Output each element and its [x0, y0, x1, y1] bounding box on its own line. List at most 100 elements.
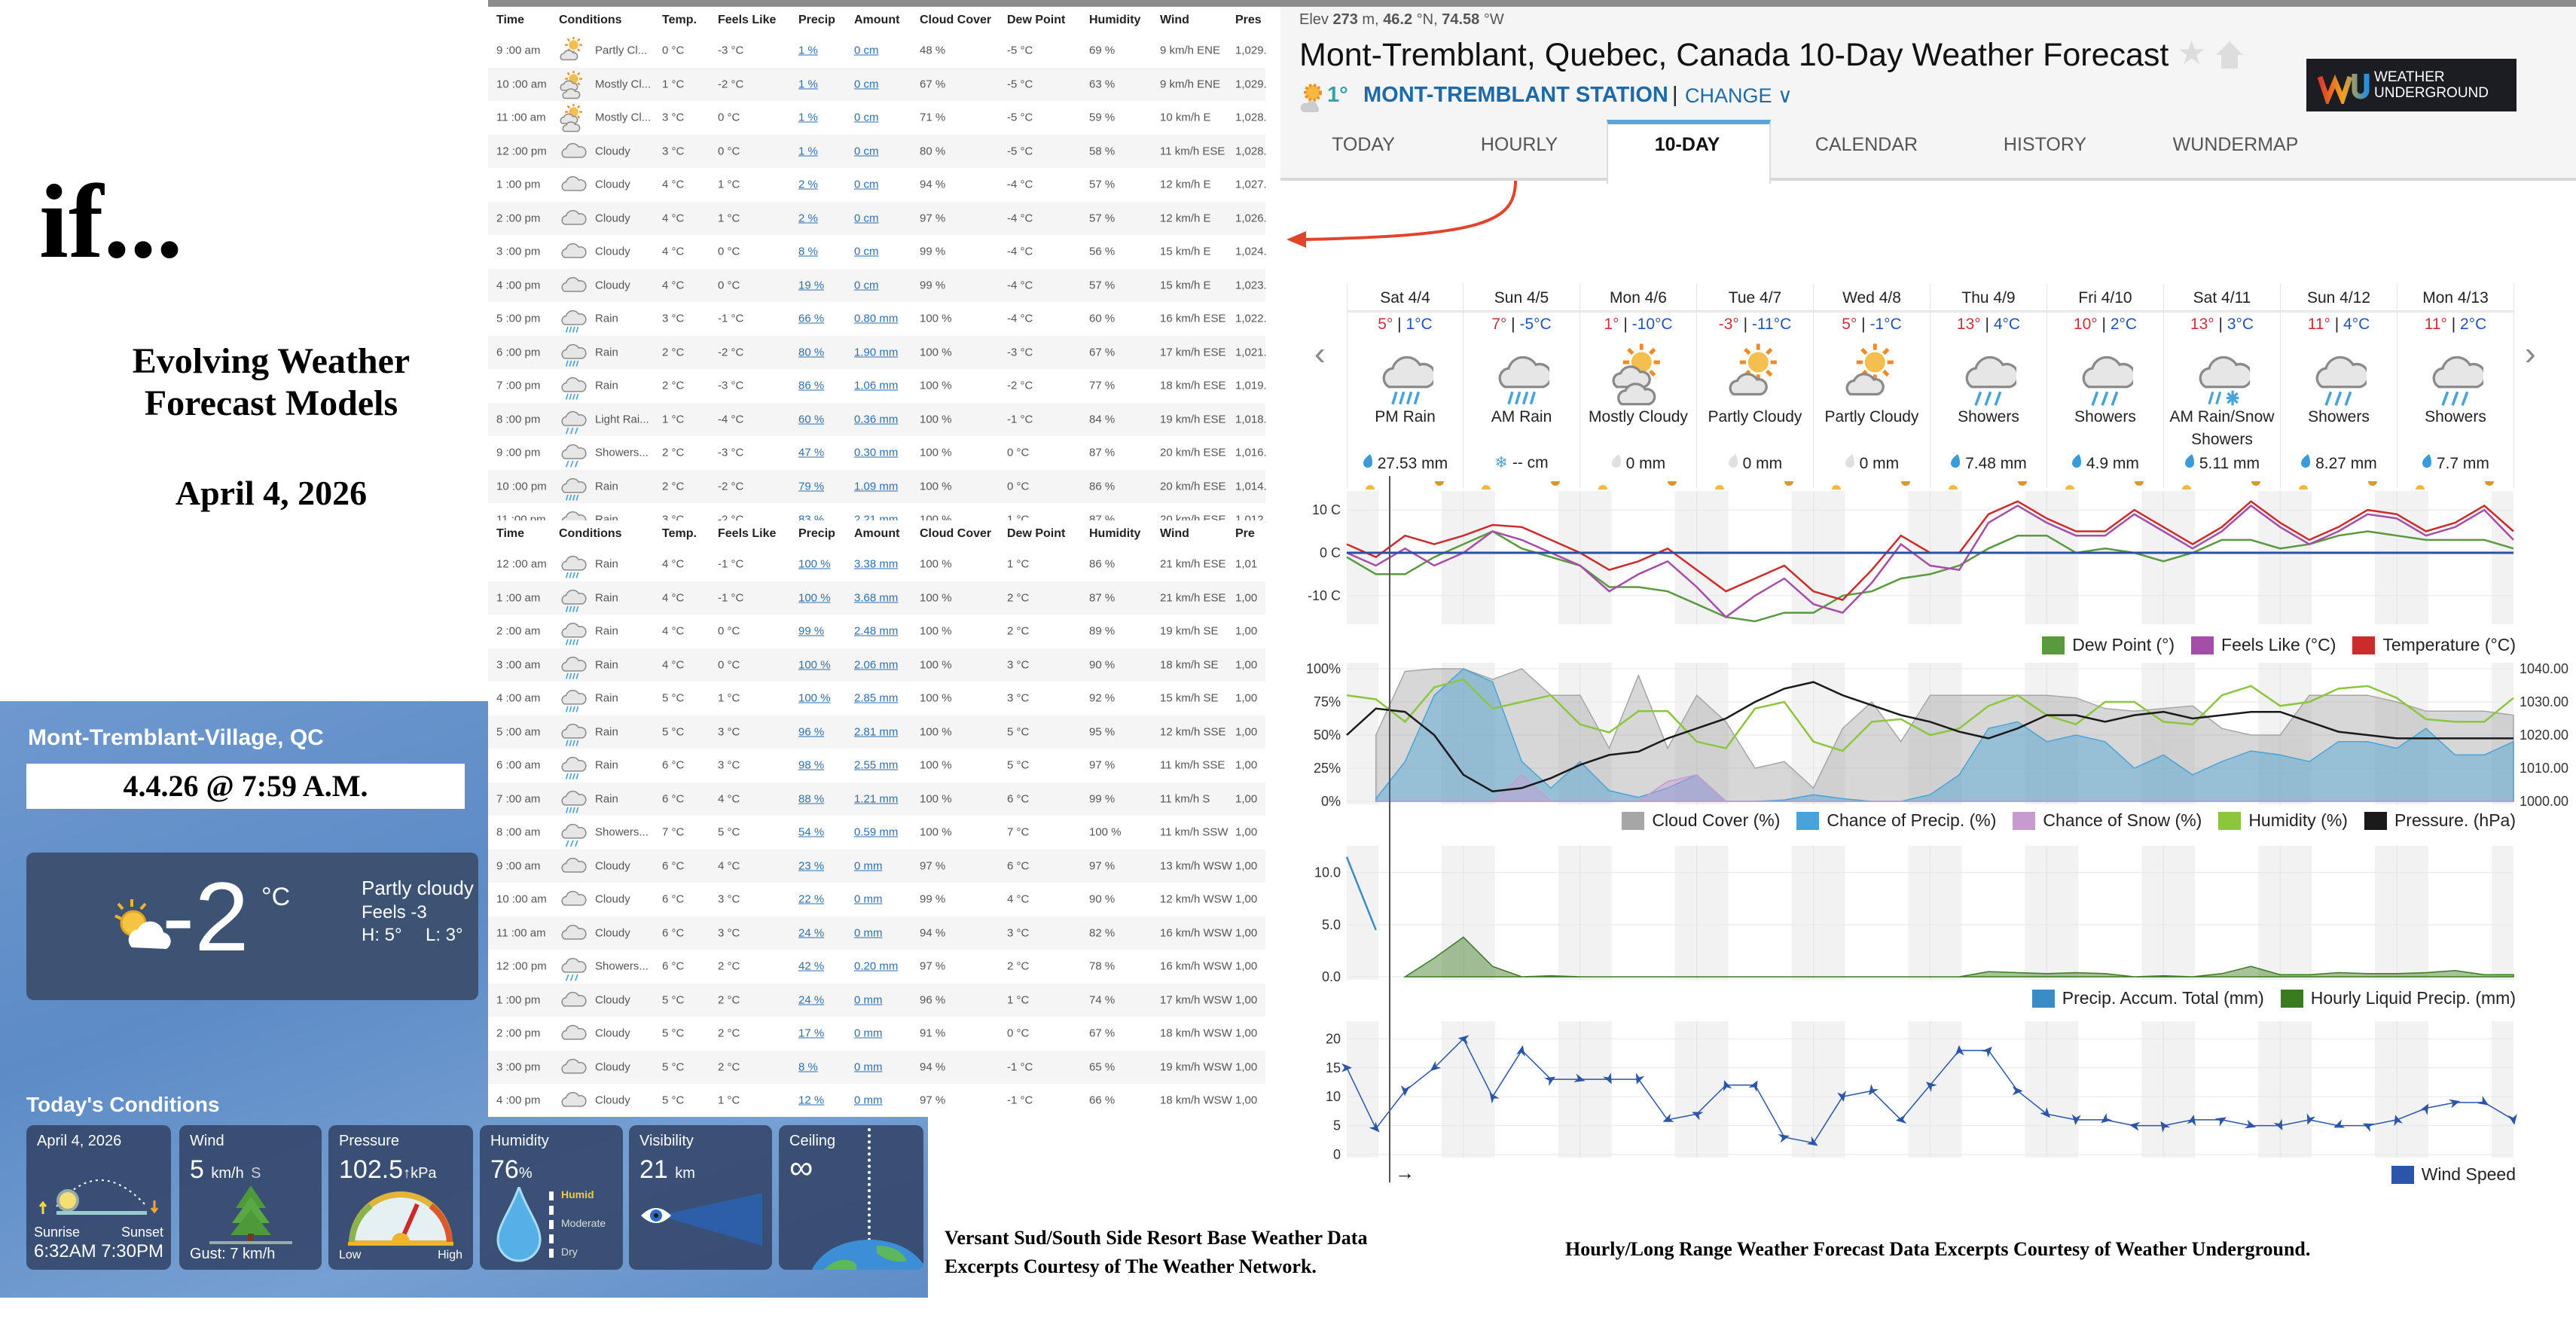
legend-item[interactable]: Cloud Cover (%) — [1622, 810, 1780, 831]
cell-precip[interactable]: 22 % — [798, 892, 825, 906]
column-header[interactable]: Dew Point — [1007, 14, 1066, 26]
cell-amount[interactable]: 0.59 mm — [854, 825, 899, 839]
cell-amount[interactable]: 0 mm — [854, 1094, 883, 1107]
day-forecast[interactable]: Mon 4/13 11° | 2°C Showers 7.7 mm — [2397, 284, 2514, 490]
cell-precip[interactable]: 8 % — [798, 1060, 818, 1074]
column-header[interactable]: Pre — [1235, 527, 1255, 540]
legend-item[interactable]: Pressure. (hPa) — [2364, 810, 2516, 831]
tab-history[interactable]: HISTORY — [2003, 134, 2087, 155]
cell-precip[interactable]: 100 % — [798, 557, 831, 571]
cell-amount[interactable]: 0 cm — [854, 44, 879, 57]
cell-precip[interactable]: 79 % — [798, 480, 825, 493]
cell-precip[interactable]: 24 % — [798, 993, 825, 1007]
cell-precip[interactable]: 17 % — [798, 1027, 825, 1040]
column-header[interactable]: Humidity — [1089, 14, 1141, 26]
cell-amount[interactable]: 0 mm — [854, 892, 883, 906]
cell-amount[interactable]: 0.20 mm — [854, 959, 899, 973]
legend-item[interactable]: Temperature (°C) — [2352, 635, 2516, 655]
cell-precip[interactable]: 1 % — [798, 145, 818, 158]
wu-logo[interactable]: WEATHER UNDERGROUND — [2306, 59, 2516, 111]
day-forecast[interactable]: Tue 4/7 -3° | -11°C Partly Cloudy 0 mm — [1697, 284, 1814, 490]
legend-item[interactable]: Chance of Precip. (%) — [1796, 810, 1996, 831]
cell-precip[interactable]: 24 % — [798, 926, 825, 940]
tab-10-day[interactable]: 10-DAY — [1654, 134, 1720, 155]
cell-precip[interactable]: 100 % — [798, 691, 831, 705]
legend-item[interactable]: Wind Speed — [2391, 1164, 2516, 1185]
tab-hourly[interactable]: HOURLY — [1480, 134, 1558, 155]
cell-precip[interactable]: 100 % — [798, 658, 831, 672]
cell-amount[interactable]: 0 cm — [854, 212, 879, 225]
day-forecast[interactable]: Thu 4/9 13° | 4°C Showers 7.48 mm — [1930, 284, 2047, 490]
cell-precip[interactable]: 47 % — [798, 446, 825, 459]
cell-amount[interactable]: 0.36 mm — [854, 413, 899, 426]
cell-amount[interactable]: 2.85 mm — [854, 691, 899, 705]
cell-amount[interactable]: 0 mm — [854, 859, 883, 873]
column-header[interactable]: Amount — [854, 14, 900, 26]
cell-amount[interactable]: 2.55 mm — [854, 758, 899, 772]
cell-precip[interactable]: 99 % — [798, 624, 825, 638]
cell-amount[interactable]: 1.21 mm — [854, 792, 899, 806]
cell-amount[interactable]: 2.48 mm — [854, 624, 899, 638]
cell-precip[interactable]: 80 % — [798, 346, 825, 359]
cell-precip[interactable]: 88 % — [798, 792, 825, 806]
legend-item[interactable]: Feels Like (°C) — [2191, 635, 2336, 655]
cell-precip[interactable]: 2 % — [798, 212, 818, 225]
favorite-star-icon[interactable]: ★ — [2177, 35, 2207, 72]
cell-precip[interactable]: 1 % — [798, 44, 818, 57]
cell-amount[interactable]: 3.68 mm — [854, 591, 899, 605]
column-header[interactable]: Time — [496, 14, 525, 26]
tab-today[interactable]: TODAY — [1332, 134, 1395, 155]
cell-precip[interactable]: 66 % — [798, 312, 825, 325]
legend-item[interactable]: Humidity (%) — [2218, 810, 2348, 831]
cell-amount[interactable]: 0 mm — [854, 993, 883, 1007]
change-station-button[interactable]: CHANGE ∨ — [1685, 84, 1793, 108]
previous-days-arrow[interactable]: ‹ — [1314, 335, 1326, 372]
cell-amount[interactable]: 0 mm — [854, 1027, 883, 1040]
column-header[interactable]: Conditions — [559, 527, 622, 540]
day-forecast[interactable]: Sat 4/4 5° | 1°C PM Rain 27.53 mm — [1347, 284, 1463, 490]
column-header[interactable]: Precip — [798, 14, 835, 26]
column-header[interactable]: Dew Point — [1007, 527, 1066, 540]
legend-item[interactable]: Dew Point (°) — [2042, 635, 2175, 655]
cell-amount[interactable]: 0.30 mm — [854, 446, 899, 459]
cell-precip[interactable]: 19 % — [798, 279, 825, 292]
day-forecast[interactable]: Sat 4/11 13° | 3°C AM Rain/Snow Showers … — [2164, 284, 2281, 490]
cell-precip[interactable]: 86 % — [798, 379, 825, 392]
legend-item[interactable]: Hourly Liquid Precip. (mm) — [2280, 988, 2516, 1008]
column-header[interactable]: Temp. — [662, 527, 697, 540]
cell-amount[interactable]: 0 mm — [854, 926, 883, 940]
day-forecast[interactable]: Sun 4/12 11° | 4°C Showers 8.27 mm — [2281, 284, 2397, 490]
cell-amount[interactable]: 2.06 mm — [854, 658, 899, 672]
cell-precip[interactable]: 8 % — [798, 245, 818, 258]
cell-amount[interactable]: 1.09 mm — [854, 480, 899, 493]
cell-amount[interactable]: 1.90 mm — [854, 346, 899, 359]
cell-precip[interactable]: 96 % — [798, 725, 825, 739]
column-header[interactable]: Feels Like — [718, 14, 777, 26]
column-header[interactable]: Cloud Cover — [920, 527, 992, 540]
cell-precip[interactable]: 42 % — [798, 959, 825, 973]
cell-amount[interactable]: 2.81 mm — [854, 725, 899, 739]
day-forecast[interactable]: Sun 4/5 7° | -5°C AM Rain ❄ -- cm — [1463, 284, 1580, 490]
day-forecast[interactable]: Fri 4/10 10° | 2°C Showers 4.9 mm — [2047, 284, 2164, 490]
column-header[interactable]: Time — [496, 527, 525, 540]
day-forecast[interactable]: Wed 4/8 5° | -1°C Partly Cloudy 0 mm — [1814, 284, 1930, 490]
day-forecast[interactable]: Mon 4/6 1° | -10°C Mostly Cloudy 0 mm — [1580, 284, 1697, 490]
cell-precip[interactable]: 60 % — [798, 413, 825, 426]
tab-wundermap[interactable]: WUNDERMAP — [2172, 134, 2299, 155]
cell-precip[interactable]: 1 % — [798, 111, 818, 124]
next-days-arrow[interactable]: › — [2525, 335, 2536, 372]
column-header[interactable]: Precip — [798, 527, 835, 540]
cell-amount[interactable]: 3.38 mm — [854, 557, 899, 571]
cell-amount[interactable]: 0 cm — [854, 78, 879, 91]
column-header[interactable]: Wind — [1160, 14, 1189, 26]
cell-precip[interactable]: 2 % — [798, 178, 818, 191]
cell-precip[interactable]: 98 % — [798, 758, 825, 772]
home-icon[interactable] — [2214, 40, 2245, 70]
column-header[interactable]: Cloud Cover — [920, 14, 992, 26]
cell-amount[interactable]: 0 cm — [854, 145, 879, 158]
legend-item[interactable]: Chance of Snow (%) — [2013, 810, 2202, 831]
column-header[interactable]: Humidity — [1089, 527, 1141, 540]
cell-precip[interactable]: 54 % — [798, 825, 825, 839]
cell-precip[interactable]: 23 % — [798, 859, 825, 873]
cell-amount[interactable]: 0 cm — [854, 178, 879, 191]
